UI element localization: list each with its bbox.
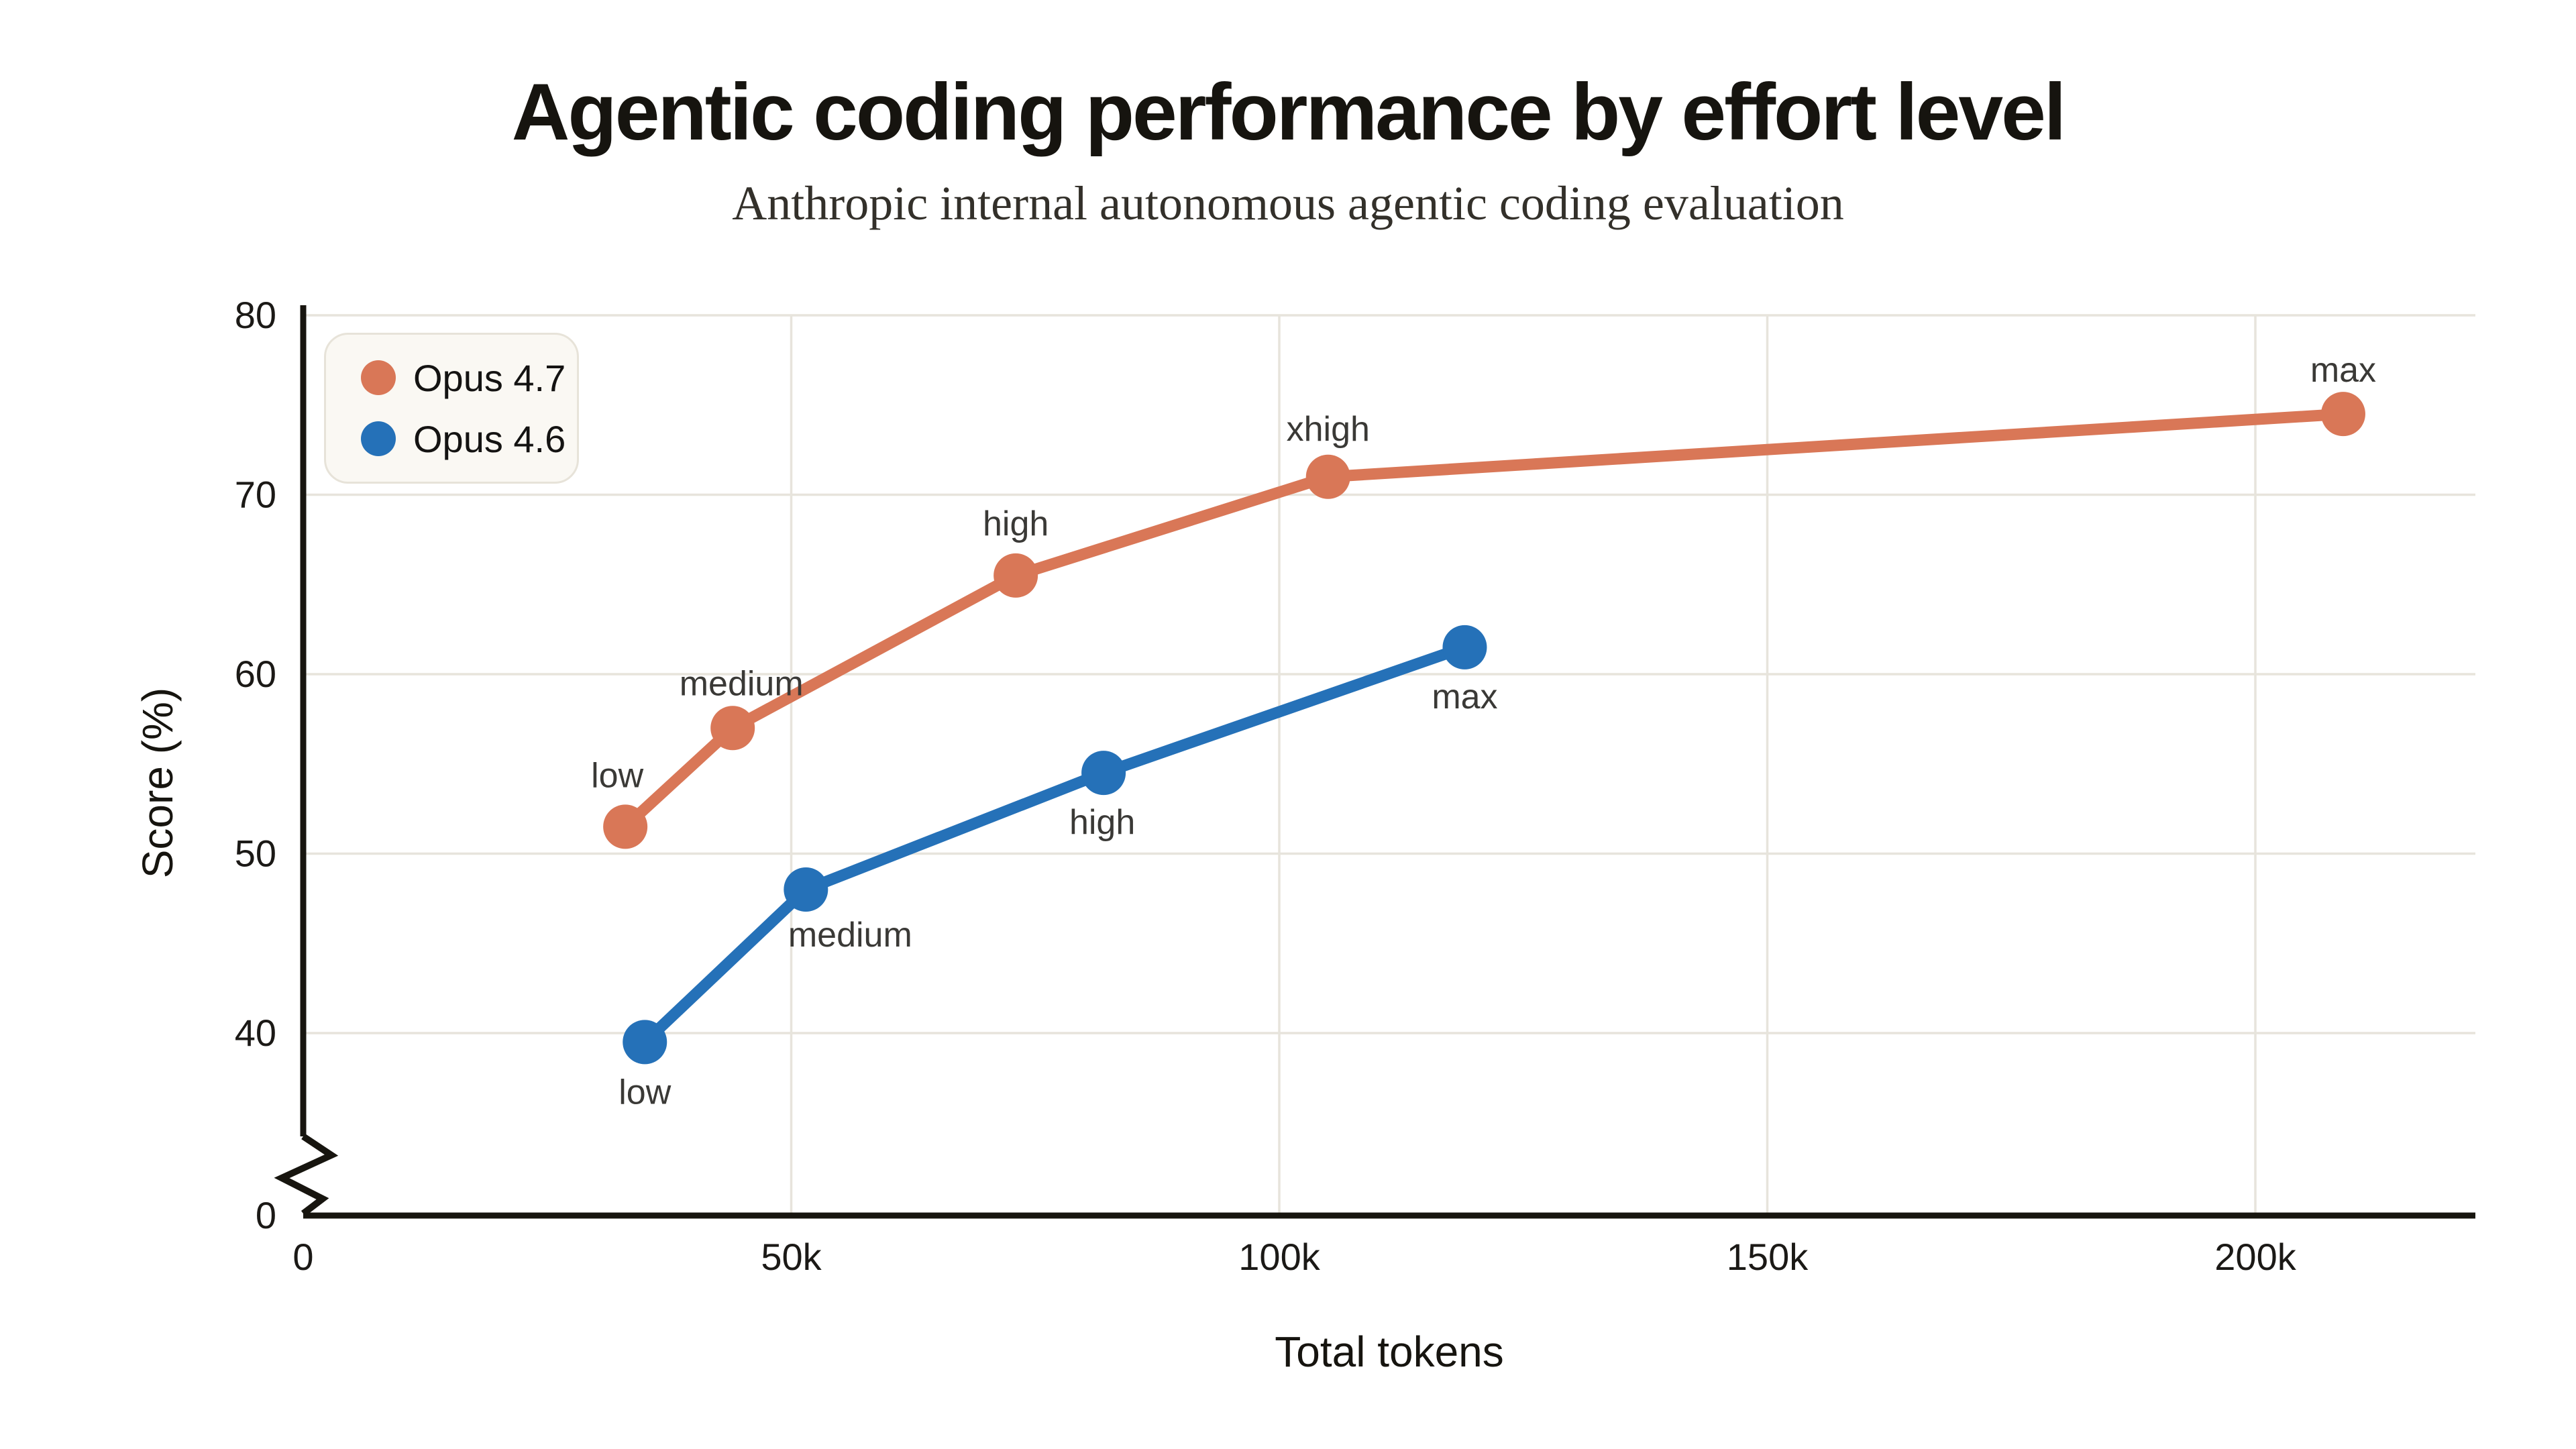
data-point-opus-4-6-medium [784, 867, 828, 912]
data-point-opus-4-7-high [994, 553, 1038, 598]
y-tick-50: 50 [235, 833, 276, 875]
x-tick-50k: 50k [761, 1236, 822, 1278]
page-title: Agentic coding performance by effort lev… [511, 67, 2067, 157]
point-label-opus-4-7-xhigh: xhigh [1287, 410, 1370, 449]
chart-subtitle: Anthropic internal autonomous agentic co… [732, 176, 1844, 230]
x-axis-title: Total tokens [1275, 1328, 1504, 1376]
data-point-opus-4-6-max [1442, 625, 1487, 669]
data-point-opus-4-6-high [1081, 751, 1126, 796]
legend-swatch-opus-4-7-icon [361, 360, 396, 395]
legend-item-opus-4-7: Opus 4.7 [361, 356, 577, 400]
series-line-opus-4-7 [619, 408, 2349, 833]
data-point-opus-4-7-max [2320, 392, 2365, 437]
x-tick-200k: 200k [2214, 1236, 2296, 1278]
point-label-opus-4-6-low: low [619, 1073, 671, 1112]
data-point-opus-4-7-xhigh [1305, 454, 1350, 499]
y-tick-0: 0 [256, 1194, 276, 1236]
series-opus-4-7: low medium high xhigh max [591, 351, 2376, 849]
y-axis-break-icon [274, 1133, 339, 1216]
point-label-opus-4-6-max: max [1432, 678, 1497, 716]
y-tick-60: 60 [235, 653, 276, 695]
data-point-opus-4-6-low [623, 1020, 667, 1065]
series-line-opus-4-6 [639, 641, 1470, 1048]
tick-labels: 0 50k 100k 150k 200k 0 40 50 60 70 80 [235, 294, 2297, 1278]
point-label-opus-4-7-max: max [2310, 351, 2376, 390]
data-point-opus-4-7-low [603, 804, 648, 849]
point-label-opus-4-7-low: low [591, 756, 643, 795]
point-label-opus-4-6-high: high [1069, 803, 1135, 842]
point-label-opus-4-7-high: high [983, 504, 1049, 543]
data-point-opus-4-7-medium [710, 706, 755, 751]
y-axis-title: Score (%) [133, 687, 182, 879]
legend-swatch-opus-4-6-icon [361, 421, 396, 456]
point-label-opus-4-7-medium: medium [680, 664, 804, 703]
x-tick-100k: 100k [1238, 1236, 1320, 1278]
legend-label-opus-4-7: Opus 4.7 [413, 356, 566, 399]
y-tick-40: 40 [235, 1012, 276, 1054]
y-tick-70: 70 [235, 474, 276, 516]
point-label-opus-4-6-medium: medium [788, 916, 912, 955]
axes [274, 305, 2475, 1219]
x-tick-150k: 150k [1727, 1236, 1809, 1278]
legend-label-opus-4-6: Opus 4.6 [413, 417, 566, 460]
x-tick-0: 0 [292, 1236, 313, 1278]
legend: Opus 4.7 Opus 4.6 [324, 333, 579, 484]
series-opus-4-6: low medium high max [619, 625, 1498, 1112]
legend-item-opus-4-6: Opus 4.6 [361, 417, 577, 461]
y-tick-80: 80 [235, 294, 276, 336]
